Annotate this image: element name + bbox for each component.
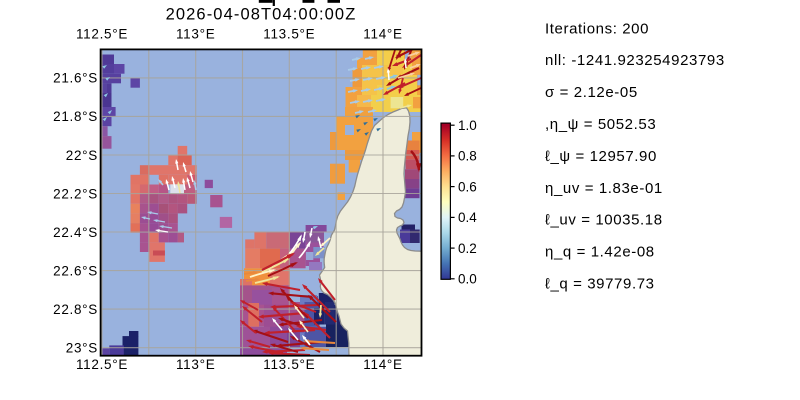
svg-text:nll: -1241.923254923793: nll: -1241.923254923793 xyxy=(545,52,725,69)
svg-text:ℓ_q = 39779.73: ℓ_q = 39779.73 xyxy=(545,276,655,293)
svg-text:0.4: 0.4 xyxy=(458,210,477,225)
svg-text:114°E: 114°E xyxy=(363,357,402,372)
svg-text:113°E: 113°E xyxy=(176,357,215,372)
svg-text:η_uv = 1.83e-01: η_uv = 1.83e-01 xyxy=(545,180,663,197)
svg-text:0.8: 0.8 xyxy=(458,149,477,164)
svg-text:2026-04-08T04:00:00Z: 2026-04-08T04:00:00Z xyxy=(166,6,357,24)
svg-text:ℓ_uv = 10035.18: ℓ_uv = 10035.18 xyxy=(545,212,663,229)
svg-text:ℓ_ψ = 12957.90: ℓ_ψ = 12957.90 xyxy=(545,148,657,165)
svg-text:113.5°E: 113.5°E xyxy=(263,357,315,372)
svg-text:23°S: 23°S xyxy=(66,341,98,356)
svg-text:114°E: 114°E xyxy=(363,27,402,42)
svg-text:21.8°S: 21.8°S xyxy=(53,109,98,124)
svg-text:1.0: 1.0 xyxy=(458,118,477,133)
svg-text:21.6°S: 21.6°S xyxy=(53,71,98,86)
svg-text:113.5°E: 113.5°E xyxy=(263,27,315,42)
svg-text:0.2: 0.2 xyxy=(458,241,477,256)
svg-text:,η_ψ = 5052.53: ,η_ψ = 5052.53 xyxy=(545,116,656,133)
svg-text:112.5°E: 112.5°E xyxy=(76,357,128,372)
svg-text:113°E: 113°E xyxy=(176,27,215,42)
svg-text:σ = 2.12e-05: σ = 2.12e-05 xyxy=(545,84,638,101)
svg-text:Iterations: 200: Iterations: 200 xyxy=(545,20,649,37)
svg-text:22.6°S: 22.6°S xyxy=(53,263,98,278)
svg-text:0.0: 0.0 xyxy=(458,272,477,287)
svg-text:22°S: 22°S xyxy=(66,148,98,163)
svg-text:22.2°S: 22.2°S xyxy=(53,186,98,201)
svg-text:η_q = 1.42e-08: η_q = 1.42e-08 xyxy=(545,244,655,261)
svg-text:22.4°S: 22.4°S xyxy=(53,225,98,240)
svg-text:22.8°S: 22.8°S xyxy=(53,302,98,317)
svg-text:112.5°E: 112.5°E xyxy=(76,27,128,42)
svg-text:0.6: 0.6 xyxy=(458,179,477,194)
